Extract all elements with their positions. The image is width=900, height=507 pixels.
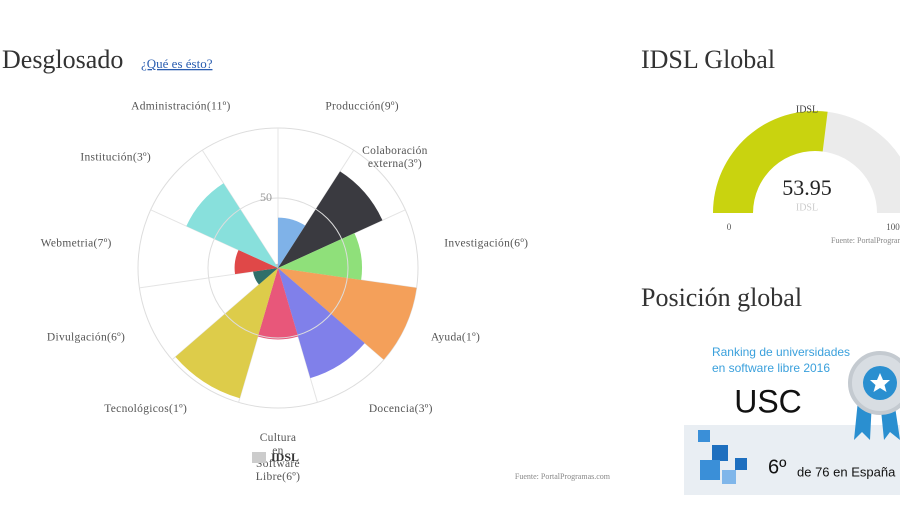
global-title: IDSL Global (641, 45, 775, 74)
sector (186, 183, 278, 268)
university: USC (734, 383, 802, 419)
ranking-title: Ranking de universidades (712, 345, 850, 359)
star (870, 373, 890, 392)
position-title: Posición global (641, 283, 802, 312)
sector (278, 171, 383, 268)
category-label: Ayuda(1º) (431, 331, 480, 343)
gauge-source: Fuente: PortalProgramas.com (831, 236, 900, 245)
category-label: Webmetria(7º) (41, 238, 112, 250)
gauge-value-label: 53.95 (782, 175, 832, 200)
cube (722, 470, 736, 484)
category-label: Administración(11º) (131, 100, 231, 112)
category-label: Cultura (260, 432, 297, 444)
category-label: Tecnológicos(1º) (104, 403, 187, 415)
ranking-badge: Ranking de universidades en software lib… (684, 345, 900, 495)
category-label: Colaboración (362, 145, 428, 157)
r-tick-label: 50 (260, 190, 272, 204)
cube (712, 445, 728, 461)
category-label: Investigación(6º) (444, 238, 528, 250)
sector (278, 233, 362, 280)
position: 6º (768, 456, 787, 478)
ranking-title: en software libre 2016 (712, 361, 830, 375)
gauge-tick-label: 100 (886, 222, 900, 232)
category-label: en (272, 445, 283, 457)
position-total: de 76 en España (797, 464, 896, 479)
sector (278, 268, 417, 360)
cube (698, 430, 710, 442)
sector (278, 217, 306, 268)
cube (700, 460, 720, 480)
category-label: Divulgación(6º) (47, 331, 125, 343)
category-label: externa(3º) (368, 158, 422, 170)
gauge-title: IDSL (796, 104, 818, 115)
sector (234, 249, 278, 275)
category-label: Producción(9º) (325, 100, 399, 112)
cube (735, 458, 747, 470)
category-label: Institución(3º) (80, 152, 151, 164)
sector (275, 263, 278, 268)
sector (257, 268, 299, 340)
legend-label: IDSL (271, 450, 299, 464)
help-link[interactable]: ¿Qué es ésto? (141, 56, 213, 71)
category-label: Software (256, 458, 300, 470)
legend-swatch (252, 452, 266, 463)
grid-ring (207, 197, 349, 339)
gauge-subtitle: IDSL (796, 202, 818, 213)
sector (253, 268, 278, 285)
gauge-tick-label: 0 (727, 222, 732, 232)
category-label: Docencia(3º) (369, 403, 433, 415)
gauge-value (713, 111, 828, 213)
breakdown-title: Desglosado (2, 45, 123, 74)
sector (175, 268, 278, 399)
category-label: Libre(6º) (256, 471, 301, 483)
source: Fuente: PortalProgramas.com (515, 472, 611, 481)
